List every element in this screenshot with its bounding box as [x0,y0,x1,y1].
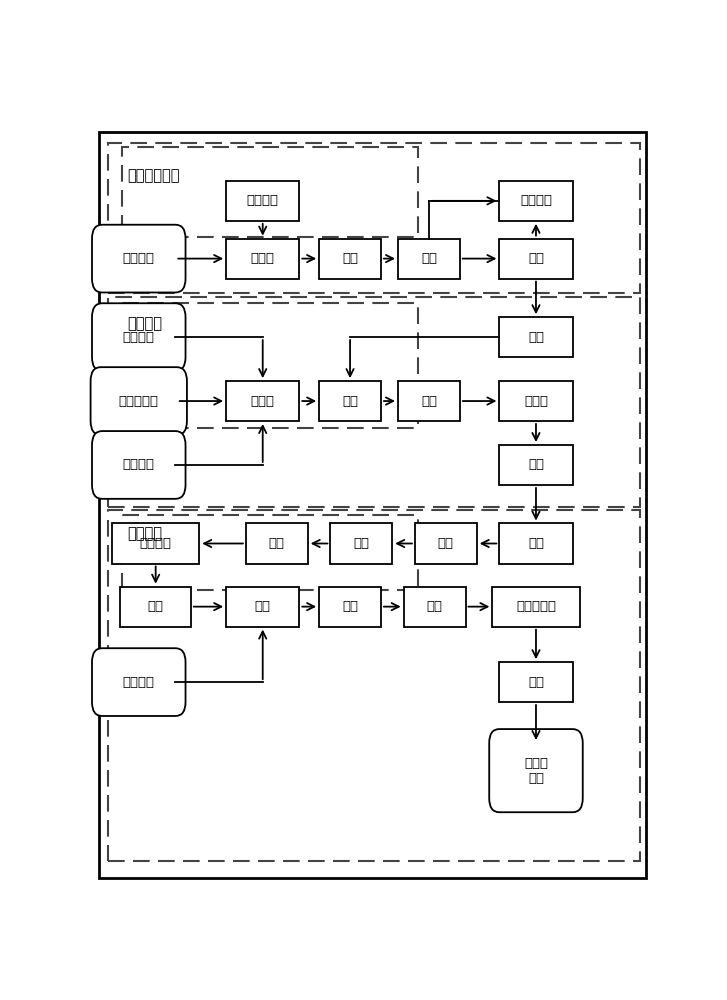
Text: 低风味
基料: 低风味 基料 [524,757,548,785]
Text: 其他辅料: 其他辅料 [123,458,155,471]
Bar [108,510,640,861]
Text: 均质: 均质 [427,600,443,613]
Bar [499,317,573,357]
Text: 溶剂回收: 溶剂回收 [520,194,552,207]
FancyBboxPatch shape [92,431,185,499]
Bar [319,239,381,279]
Bar [319,381,381,421]
Bar [499,181,573,221]
FancyBboxPatch shape [489,729,583,812]
Bar [108,143,640,293]
Text: 预处理: 预处理 [251,395,275,408]
Bar [415,523,477,564]
Bar [226,181,300,221]
Text: 冷却: 冷却 [148,600,164,613]
Bar [226,239,300,279]
Text: 暂存: 暂存 [528,331,544,344]
Bar [121,587,191,627]
Bar [246,523,308,564]
Bar [398,239,460,279]
Bar [499,662,573,702]
Bar [398,381,460,421]
FancyBboxPatch shape [92,648,185,716]
Bar [108,297,640,507]
Text: 配料: 配料 [342,395,358,408]
Text: 储存: 储存 [254,600,270,613]
FancyBboxPatch shape [92,303,185,371]
Bar [499,445,573,485]
Text: 高剪切: 高剪切 [524,395,548,408]
Text: 蛋白处理工序: 蛋白处理工序 [127,168,180,183]
Text: 巴氏杀菌: 巴氏杀菌 [140,537,172,550]
Text: 杀菌工序: 杀菌工序 [127,526,163,541]
Bar [499,381,573,421]
FancyBboxPatch shape [91,367,187,435]
Text: 储存: 储存 [438,537,454,550]
FancyBboxPatch shape [92,225,185,292]
Bar [499,523,573,564]
Text: 其他辅料: 其他辅料 [123,676,155,689]
Bar [226,587,300,627]
Bar [112,523,199,564]
Text: 预处理: 预处理 [251,252,275,265]
Bar [403,587,465,627]
Bar [319,587,381,627]
Bar [122,303,417,428]
Text: 蒸发: 蒸发 [528,252,544,265]
Text: 化料: 化料 [421,395,437,408]
Text: 预热: 预热 [353,537,369,550]
Bar [122,515,417,590]
Text: 脂肪原料: 脂肪原料 [123,331,155,344]
Text: 蛋白原料: 蛋白原料 [123,252,155,265]
Text: 配料工序: 配料工序 [127,317,163,332]
Text: 均质: 均质 [269,537,285,550]
Text: 预热: 预热 [342,600,358,613]
Text: 碳水化合物: 碳水化合物 [119,395,158,408]
Text: 超高温杀菌: 超高温杀菌 [516,600,556,613]
Text: 有机溶剂: 有机溶剂 [246,194,278,207]
Text: 定容: 定容 [528,458,544,471]
Text: 冷却: 冷却 [528,676,544,689]
Text: 分离: 分离 [421,252,437,265]
Bar [492,587,579,627]
Text: 冷却: 冷却 [528,537,544,550]
Bar [499,239,573,279]
Bar [330,523,393,564]
Bar [122,147,417,237]
Text: 提取: 提取 [342,252,358,265]
Bar [226,381,300,421]
